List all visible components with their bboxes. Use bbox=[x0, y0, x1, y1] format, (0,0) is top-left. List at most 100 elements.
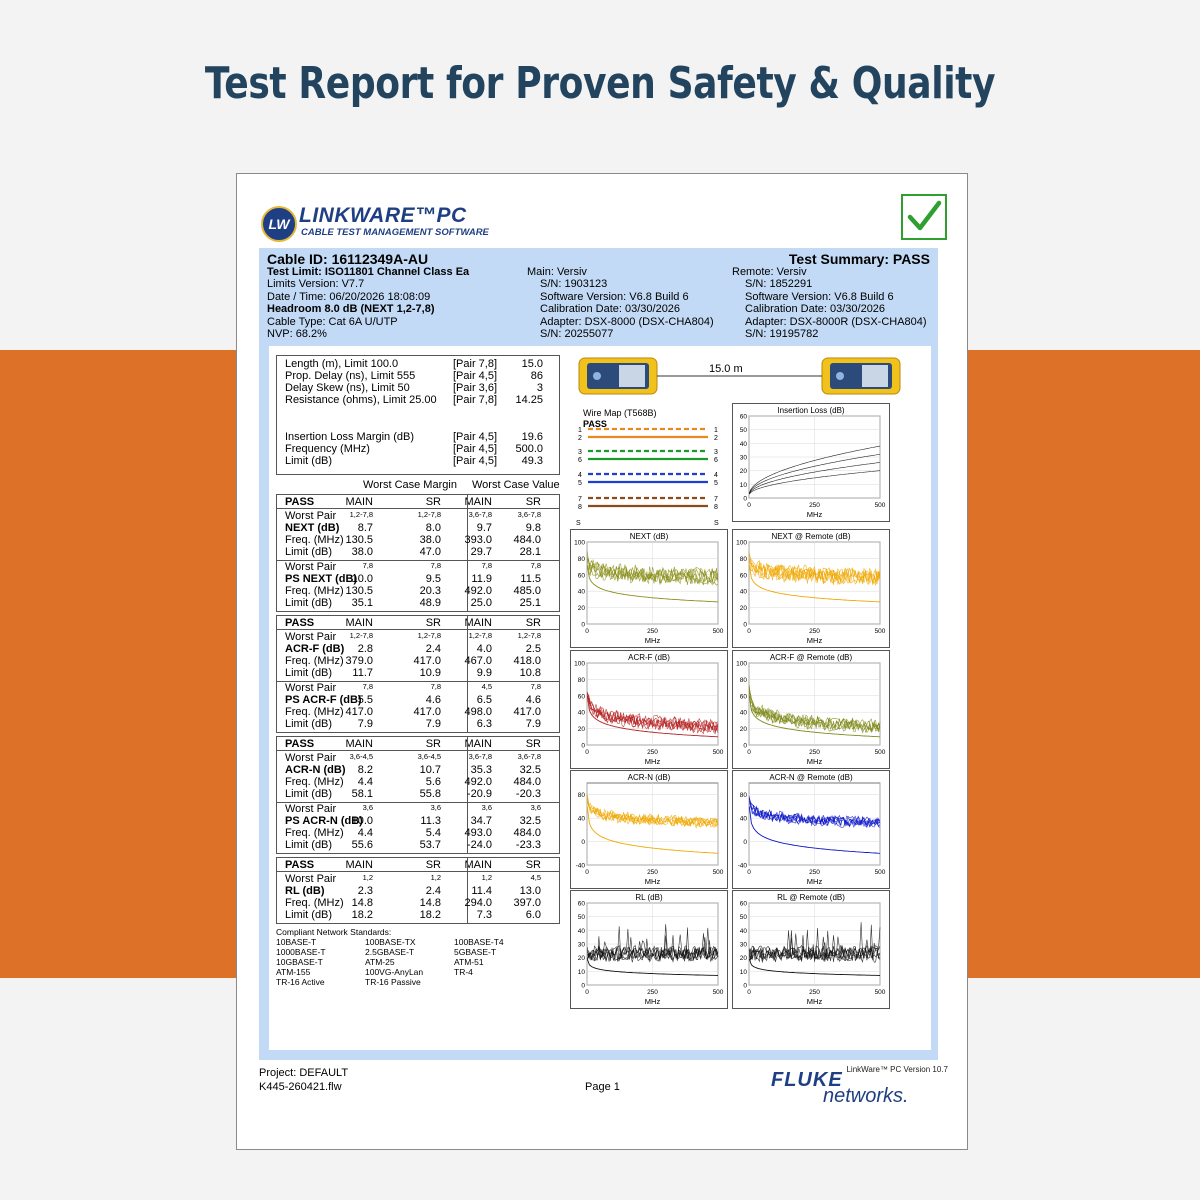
limit-line bbox=[748, 564, 881, 603]
pin-number: 6 bbox=[578, 457, 582, 464]
measurement-value: 35.3 bbox=[470, 764, 492, 776]
y-tick-label: 30 bbox=[740, 455, 748, 462]
freq-label: Freq. (MHz) bbox=[285, 776, 344, 788]
y-tick-label: 40 bbox=[740, 816, 748, 823]
limit-value: 55.8 bbox=[419, 788, 441, 800]
freq-value: 417.0 bbox=[413, 655, 441, 667]
pin-number: 8 bbox=[714, 504, 718, 511]
summary-value: 15.0 bbox=[521, 358, 543, 370]
standard-item: 100BASE-T4 bbox=[454, 937, 504, 947]
worst-pair-value: 1,2 bbox=[430, 873, 441, 882]
measurement-value: 11.5 bbox=[520, 573, 541, 585]
column-header: SR bbox=[425, 738, 441, 750]
limit-line bbox=[748, 958, 880, 976]
result-section: PASS MAIN SR MAIN SR Worst Pair ACR-N (dB) Freq… bbox=[276, 736, 560, 854]
shield-label: S bbox=[576, 520, 581, 527]
freq-label: Freq. (MHz) bbox=[285, 655, 344, 667]
limit-value: 7.3 bbox=[476, 909, 492, 921]
limit-value: 58.1 bbox=[351, 788, 373, 800]
summary-label: Frequency (MHz) bbox=[285, 443, 370, 455]
summary-label: Resistance (ohms), Limit 25.00 bbox=[285, 394, 437, 406]
x-tick-label: 500 bbox=[713, 628, 724, 635]
left-info-line: Limits Version: V7.7 bbox=[267, 278, 365, 291]
freq-label: Freq. (MHz) bbox=[285, 897, 344, 909]
chart-title: ACR-F (dB) bbox=[628, 653, 670, 662]
limit-value: 10.9 bbox=[419, 667, 441, 679]
limit-value: 18.2 bbox=[419, 909, 441, 921]
summary-label: Prop. Delay (ns), Limit 555 bbox=[285, 370, 416, 382]
y-tick-label: 80 bbox=[740, 792, 748, 799]
x-tick-label: 250 bbox=[647, 869, 658, 876]
divider bbox=[277, 802, 559, 803]
y-tick-label: 60 bbox=[740, 901, 748, 908]
y-tick-label: 100 bbox=[574, 661, 585, 668]
y-tick-label: 30 bbox=[740, 942, 748, 949]
standard-item: 100VG-AnyLan bbox=[365, 967, 424, 977]
chart-title: RL @ Remote (dB) bbox=[777, 893, 845, 902]
limit-value: -24.0 bbox=[466, 839, 492, 851]
worst-pair-value: 3,6 bbox=[362, 803, 373, 812]
chart-4: ACR-F @ Remote (dB) 0 20 40 60 80 100 0 250 500 MH… bbox=[732, 650, 890, 769]
chart-title: NEXT @ Remote (dB) bbox=[771, 532, 850, 541]
main-info-line: S/N: 20255077 bbox=[540, 328, 614, 340]
column-header: MAIN bbox=[345, 617, 374, 629]
result-section: PASS MAIN SR MAIN SR Worst Pair NEXT (dB) Freq.… bbox=[276, 494, 560, 612]
divider bbox=[277, 681, 559, 682]
summary-pair: [Pair 3,6] bbox=[453, 382, 498, 394]
pin-number: 4 bbox=[714, 472, 718, 479]
y-tick-label: 40 bbox=[740, 441, 748, 448]
measurement-value: 2.8 bbox=[357, 643, 373, 655]
x-axis-label: MHz bbox=[807, 757, 823, 766]
measurement-value: 9.8 bbox=[525, 522, 541, 534]
y-tick-label: 100 bbox=[736, 661, 747, 668]
chart-series bbox=[748, 796, 881, 854]
y-tick-label: 10 bbox=[740, 482, 748, 489]
limit-value: 38.0 bbox=[351, 546, 373, 558]
freq-value: 20.3 bbox=[419, 585, 441, 597]
chart-series bbox=[586, 691, 719, 738]
y-tick-label: 30 bbox=[578, 942, 586, 949]
limit-label: Limit (dB) bbox=[285, 788, 333, 800]
result-section: PASS MAIN SR MAIN SR Worst Pair ACR-F (dB) Freq… bbox=[276, 615, 560, 733]
pass-label: PASS bbox=[285, 738, 315, 750]
limit-value: 6.0 bbox=[525, 909, 541, 921]
chart-5: ACR-N (dB) -40 0 40 80 0 250 500 MHz bbox=[570, 770, 728, 889]
divider bbox=[467, 858, 468, 923]
x-tick-label: 250 bbox=[809, 989, 820, 996]
report-frame: Cable ID: 16112349A-AU Test Summary: PAS… bbox=[259, 248, 948, 1074]
column-header: SR bbox=[425, 617, 441, 629]
worst-pair-label: Worst Pair bbox=[285, 682, 337, 694]
worst-pair-value: 7,8 bbox=[430, 682, 441, 691]
freq-value: 417.0 bbox=[413, 706, 441, 718]
pin-number: 5 bbox=[714, 480, 718, 487]
chart-3: ACR-F (dB) 0 20 40 60 80 100 0 250 500 MHz bbox=[570, 650, 728, 769]
x-tick-label: 0 bbox=[585, 869, 589, 876]
measurement-value: 11.9 bbox=[471, 573, 492, 585]
pin-number: 1 bbox=[714, 427, 718, 434]
freq-label: Freq. (MHz) bbox=[285, 827, 344, 839]
x-tick-label: 500 bbox=[713, 749, 724, 756]
y-tick-label: 20 bbox=[740, 726, 748, 733]
limit-value: 47.0 bbox=[419, 546, 441, 558]
x-tick-label: 0 bbox=[585, 749, 589, 756]
measurement-value: 13.0 bbox=[519, 885, 541, 897]
measurement-name: ACR-N (dB) bbox=[285, 764, 346, 776]
y-tick-label: 50 bbox=[578, 914, 586, 921]
measurement-value: 2.5 bbox=[525, 643, 541, 655]
freq-value: 417.0 bbox=[345, 706, 373, 718]
y-tick-label: 80 bbox=[740, 677, 748, 684]
logo-name: LINKWARE™PC bbox=[299, 204, 467, 227]
left-info-line: Test Limit: ISO11801 Channel Class Ea bbox=[267, 266, 470, 278]
limit-line bbox=[748, 695, 881, 738]
measurement-value: 10.0 bbox=[351, 815, 373, 827]
limit-line bbox=[586, 806, 719, 854]
x-axis-label: MHz bbox=[807, 997, 823, 1006]
worst-pair-label: Worst Pair bbox=[285, 631, 337, 643]
y-tick-label: 0 bbox=[743, 839, 747, 846]
y-tick-label: 60 bbox=[578, 693, 586, 700]
x-tick-label: 500 bbox=[713, 989, 724, 996]
worst-pair-value: 7,8 bbox=[362, 561, 373, 570]
y-tick-label: -40 bbox=[738, 863, 748, 870]
y-tick-label: 80 bbox=[578, 556, 586, 563]
freq-value: 484.0 bbox=[513, 827, 541, 839]
